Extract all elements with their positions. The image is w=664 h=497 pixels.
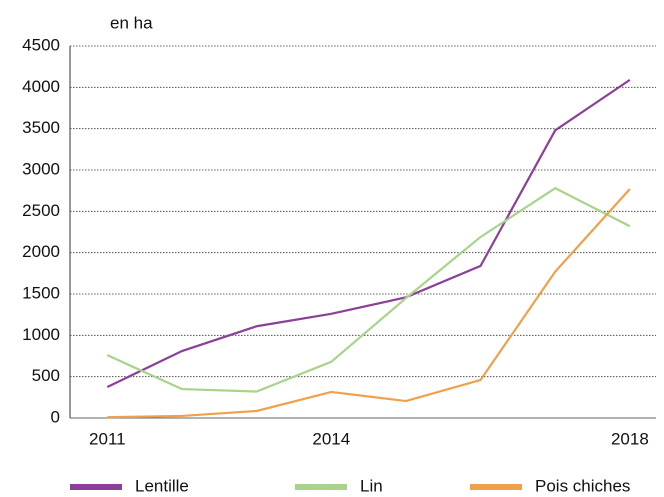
y-tick-label: 3000 (22, 159, 60, 178)
y-tick-label: 1500 (22, 283, 60, 302)
legend-label: Lentille (135, 476, 189, 495)
series-line (107, 188, 631, 419)
y-tick-label: 500 (32, 366, 60, 385)
y-axis-label: en ha (110, 13, 153, 32)
y-tick-label: 0 (51, 407, 60, 426)
legend-label: Pois chiches (535, 476, 630, 495)
y-tick-label: 4500 (22, 35, 60, 54)
series-line (106, 78, 631, 388)
series-line (106, 186, 631, 393)
y-tick-label: 3500 (22, 118, 60, 137)
y-tick-label: 2000 (22, 242, 60, 261)
x-tick-label: 2018 (611, 429, 649, 448)
y-tick-label: 2500 (22, 201, 60, 220)
y-tick-label: 4000 (22, 77, 60, 96)
x-tick-label: 2014 (312, 429, 350, 448)
x-tick-label: 2011 (89, 429, 126, 448)
y-tick-label: 1000 (22, 325, 60, 344)
legend-label: Lin (360, 476, 383, 495)
